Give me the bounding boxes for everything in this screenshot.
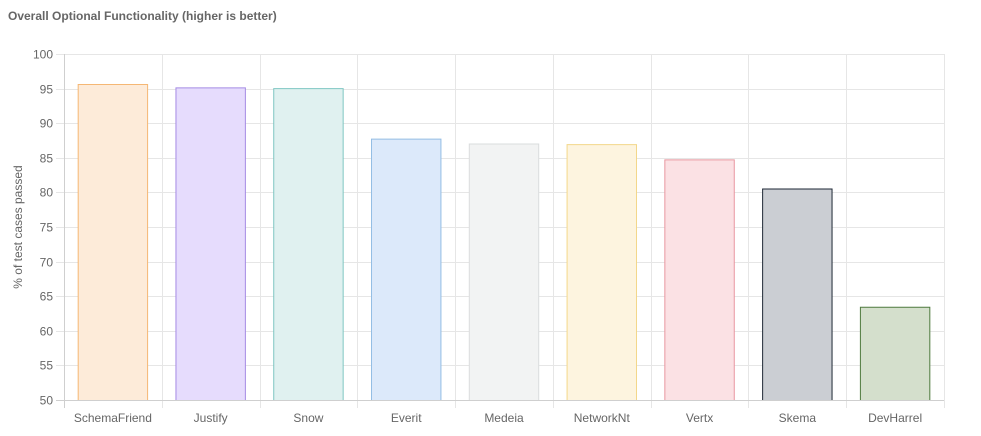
bar bbox=[860, 307, 930, 400]
y-axis-title: % of test cases passed bbox=[11, 165, 25, 288]
bar bbox=[762, 188, 833, 400]
x-tick-label: Snow bbox=[293, 411, 323, 425]
y-tick-label: 80 bbox=[40, 186, 54, 200]
bar-outline bbox=[566, 144, 637, 400]
bar-outline bbox=[859, 306, 931, 400]
y-tick-label: 100 bbox=[33, 48, 53, 62]
x-tick-label: Medeia bbox=[484, 411, 524, 425]
bar bbox=[664, 159, 735, 400]
y-tick-label: 60 bbox=[40, 325, 54, 339]
bar-outline bbox=[175, 87, 246, 400]
y-tick-label: 85 bbox=[40, 152, 54, 166]
bar-outline bbox=[371, 138, 442, 400]
bar bbox=[78, 84, 148, 400]
x-tick-label: Vertx bbox=[686, 411, 713, 425]
x-tick-label: DevHarrel bbox=[868, 411, 922, 425]
y-tick-label: 55 bbox=[40, 359, 54, 373]
bar bbox=[273, 88, 344, 400]
y-tick-label: 90 bbox=[40, 117, 54, 131]
x-tick-label: Skema bbox=[779, 411, 817, 425]
bar bbox=[371, 139, 441, 400]
y-tick-label: 50 bbox=[40, 394, 54, 408]
bar-outline bbox=[273, 88, 344, 400]
tick-labels: 50 55 60 65 70 75 80 85 90 95 100 SchemaFriend Justi… bbox=[33, 48, 922, 426]
x-tick-label: Everit bbox=[391, 411, 422, 425]
bar-outline bbox=[762, 188, 833, 400]
x-tick-label: SchemaFriend bbox=[74, 411, 152, 425]
bar-outline bbox=[77, 83, 149, 400]
x-tick-label: NetworkNt bbox=[574, 411, 631, 425]
chart-title: Overall Optional Functionality (higher i… bbox=[8, 9, 277, 23]
bar-outline bbox=[664, 159, 735, 400]
y-tick-label: 65 bbox=[40, 290, 54, 304]
bar-outline bbox=[468, 143, 540, 400]
y-tick-label: 70 bbox=[40, 256, 54, 270]
y-tick-label: 75 bbox=[40, 221, 54, 235]
bar bbox=[175, 87, 246, 401]
x-tick-label: Justify bbox=[194, 411, 228, 425]
y-tick-label: 95 bbox=[40, 83, 54, 97]
axes bbox=[56, 54, 944, 408]
bars bbox=[77, 83, 931, 401]
bar bbox=[469, 143, 539, 400]
bar bbox=[567, 144, 637, 400]
